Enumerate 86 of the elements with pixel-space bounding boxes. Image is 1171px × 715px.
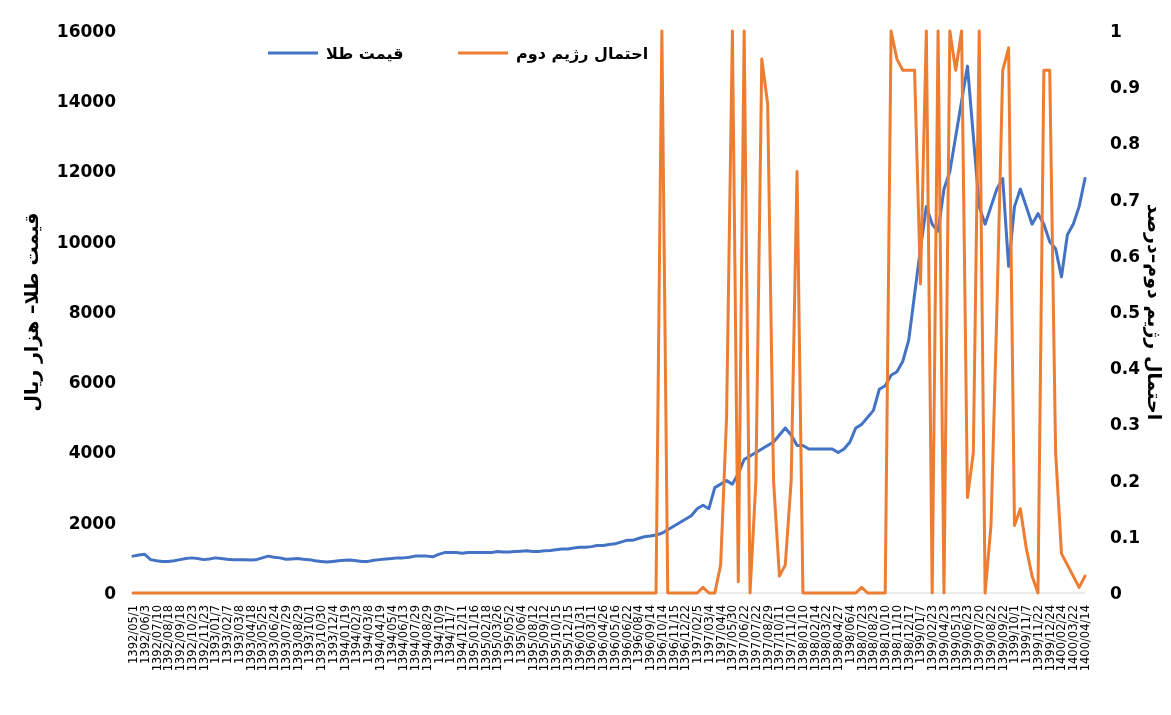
- y2-tick-label: 0.9: [1110, 77, 1141, 98]
- x-tick-label: 1396/06/22: [619, 605, 634, 672]
- x-tick-label: 1396/11/15: [666, 605, 681, 672]
- x-tick-label: 1399/07/20: [972, 605, 987, 672]
- x-tick-label: 1394/02/3: [349, 605, 364, 664]
- x-tick-label: 1393/08/29: [290, 605, 305, 672]
- x-tick-label: 1399/10/1: [1007, 605, 1022, 664]
- x-tick-label: 1393/01/7: [208, 605, 223, 664]
- x-tick-label: 1394/12/11: [455, 605, 470, 672]
- x-tick-label: 1394/06/13: [396, 605, 411, 672]
- y-tick-label: 8000: [68, 301, 117, 322]
- x-tick-label: 1393/05/25: [255, 605, 270, 672]
- x-tick-label: 1396/01/31: [572, 605, 587, 672]
- x-tick-label: 1400/02/24: [1054, 605, 1069, 672]
- y-tick-label: 10000: [56, 231, 117, 252]
- x-tick-label: 1399/12/24: [1042, 605, 1057, 672]
- y-axis-title: قيمت طلا– هزار ريال: [20, 212, 43, 412]
- x-tick-label: 1398/10/10: [878, 605, 893, 672]
- y-tick-label: 12000: [56, 161, 117, 182]
- x-tick-label: 1398/03/22: [819, 605, 834, 672]
- y-tick-label: 2000: [68, 512, 117, 533]
- x-tick-label: 1392/09/18: [173, 605, 188, 672]
- x-tick-label: 1397/02/5: [690, 605, 705, 664]
- x-tick-label: 1396/08/4: [631, 605, 646, 664]
- x-tick-label: 1397/04/4: [713, 605, 728, 664]
- y2-tick-label: 0.1: [1110, 526, 1141, 547]
- y2-tick-label: 0.5: [1110, 301, 1141, 322]
- x-tick-label: 1395/09/12: [537, 605, 552, 672]
- x-tick-label: 1394/11/7: [443, 605, 458, 664]
- x-tick-label: 1397/10/11: [772, 605, 787, 672]
- x-tick-label: 1395/10/15: [549, 605, 564, 672]
- y-tick-label: 6000: [68, 372, 117, 393]
- x-tick-label: 1392/07/10: [149, 605, 164, 672]
- x-tick-label: 1399/09/22: [995, 605, 1010, 672]
- y2-tick-label: 0.3: [1110, 414, 1141, 435]
- x-tick-label: 1395/03/26: [490, 605, 505, 672]
- x-tick-label: 1394/01/19: [337, 605, 352, 672]
- x-tick-label: 1397/06/22: [737, 605, 752, 672]
- x-tick-label: 1393/04/18: [243, 605, 258, 672]
- x-tick-label: 1399/01/7: [913, 605, 928, 664]
- x-tick-label: 1396/03/11: [584, 605, 599, 672]
- x-tick-label: 1396/04/26: [596, 605, 611, 672]
- x-tick-label: 1393/02/7: [220, 605, 235, 664]
- x-tick-label: 1392/11/23: [196, 605, 211, 672]
- x-tick-label: 1394/07/29: [408, 605, 423, 672]
- x-tick-label: 1398/02/14: [807, 605, 822, 672]
- x-tick-label: 1397/08/29: [760, 605, 775, 672]
- y2-tick-label: 0.8: [1110, 133, 1141, 154]
- y-tick-label: 16000: [56, 20, 117, 41]
- x-tick-label: 1395/05/2: [502, 605, 517, 664]
- x-tick-label: 1396/12/22: [678, 605, 693, 672]
- x-tick-label: 1397/05/30: [725, 605, 740, 672]
- x-tick-label: 1393/10/30: [314, 605, 329, 672]
- y-tick-label: 4000: [68, 442, 117, 463]
- x-tick-label: 1394/10/9: [431, 605, 446, 664]
- x-tick-label: 1397/11/10: [784, 605, 799, 672]
- x-tick-label: 1399/05/13: [948, 605, 963, 672]
- x-tick-label: 1398/04/27: [831, 605, 846, 672]
- x-tick-label: 1400/04/14: [1078, 605, 1092, 672]
- x-tick-label: 1398/08/23: [866, 605, 881, 672]
- y2-tick-label: 0.7: [1110, 189, 1141, 210]
- x-tick-label: 1398/07/23: [854, 605, 869, 672]
- legend-label: احتمال رژيم دوم: [516, 43, 649, 63]
- x-tick-label: 1399/02/23: [925, 605, 940, 672]
- x-tick-label: 1400/03/22: [1066, 605, 1081, 672]
- x-tick-label: 1396/09/14: [643, 605, 658, 672]
- x-tick-label: 1394/03/8: [361, 605, 376, 664]
- x-tick-label: 1399/11/7: [1019, 605, 1034, 664]
- y2-tick-label: 1: [1110, 20, 1122, 41]
- x-tick-label: 1393/06/24: [267, 605, 282, 672]
- y2-axis-title: احتمال رژيم دوم–درصد: [1143, 203, 1166, 421]
- x-tick-label: 1398/12/17: [901, 605, 916, 672]
- y2-tick-label: 0: [1110, 582, 1122, 603]
- y-tick-label: 14000: [56, 91, 117, 112]
- y2-tick-label: 0.4: [1110, 358, 1141, 379]
- x-tick-label: 1392/08/18: [161, 605, 176, 672]
- x-tick-label: 1392/05/1: [126, 605, 140, 664]
- y2-tick-label: 0.2: [1110, 470, 1141, 491]
- x-tick-label: 1394/05/4: [384, 605, 399, 664]
- y2-tick-label: 0.6: [1110, 245, 1141, 266]
- x-tick-label: 1395/02/18: [478, 605, 493, 672]
- x-tick-label: 1393/10/1: [302, 605, 317, 664]
- legend-label: قيمت طلا: [326, 43, 404, 63]
- x-tick-label: 1395/08/12: [525, 605, 540, 672]
- y-tick-label: 0: [104, 582, 117, 603]
- x-tick-label: 1399/06/23: [960, 605, 975, 672]
